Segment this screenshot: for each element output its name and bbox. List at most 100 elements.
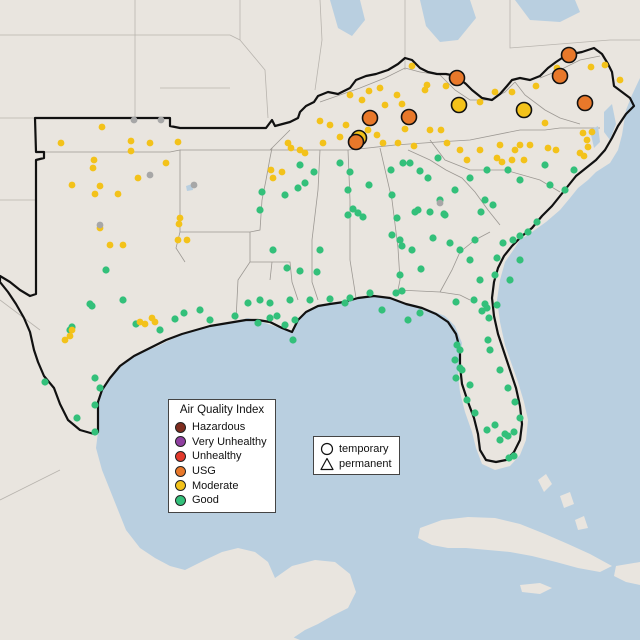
moderate-site-marker[interactable] bbox=[98, 123, 106, 131]
good-site-marker[interactable] bbox=[365, 181, 373, 189]
good-site-marker[interactable] bbox=[171, 315, 179, 323]
moderate-temporary-site-marker[interactable] bbox=[515, 101, 533, 119]
good-site-marker[interactable] bbox=[41, 378, 49, 386]
moderate-site-marker[interactable] bbox=[584, 143, 592, 151]
good-site-marker[interactable] bbox=[483, 304, 491, 312]
good-site-marker[interactable] bbox=[388, 191, 396, 199]
good-site-marker[interactable] bbox=[471, 236, 479, 244]
good-site-marker[interactable] bbox=[451, 356, 459, 364]
usg-temporary-site-marker[interactable] bbox=[551, 67, 569, 85]
good-site-marker[interactable] bbox=[301, 179, 309, 187]
good-site-marker[interactable] bbox=[510, 428, 518, 436]
good-site-marker[interactable] bbox=[336, 159, 344, 167]
good-site-marker[interactable] bbox=[316, 246, 324, 254]
usg-temporary-site-marker[interactable] bbox=[448, 69, 466, 87]
moderate-site-marker[interactable] bbox=[532, 82, 540, 90]
moderate-site-marker[interactable] bbox=[319, 139, 327, 147]
moderate-site-marker[interactable] bbox=[183, 236, 191, 244]
good-site-marker[interactable] bbox=[466, 381, 474, 389]
good-site-marker[interactable] bbox=[359, 213, 367, 221]
good-site-marker[interactable] bbox=[156, 326, 164, 334]
good-site-marker[interactable] bbox=[481, 196, 489, 204]
good-site-marker[interactable] bbox=[326, 295, 334, 303]
good-site-marker[interactable] bbox=[393, 214, 401, 222]
good-site-marker[interactable] bbox=[561, 186, 569, 194]
moderate-site-marker[interactable] bbox=[398, 100, 406, 108]
usg-temporary-site-marker[interactable] bbox=[400, 108, 418, 126]
moderate-site-marker[interactable] bbox=[443, 139, 451, 147]
moderate-site-marker[interactable] bbox=[541, 119, 549, 127]
good-site-marker[interactable] bbox=[504, 384, 512, 392]
moderate-site-marker[interactable] bbox=[68, 181, 76, 189]
good-site-marker[interactable] bbox=[306, 296, 314, 304]
good-site-marker[interactable] bbox=[416, 309, 424, 317]
moderate-site-marker[interactable] bbox=[301, 149, 309, 157]
moderate-site-marker[interactable] bbox=[601, 61, 609, 69]
usg-temporary-site-marker[interactable] bbox=[560, 46, 578, 64]
good-site-marker[interactable] bbox=[296, 161, 304, 169]
moderate-site-marker[interactable] bbox=[579, 129, 587, 137]
moderate-site-marker[interactable] bbox=[381, 101, 389, 109]
good-site-marker[interactable] bbox=[91, 374, 99, 382]
good-site-marker[interactable] bbox=[516, 414, 524, 422]
good-site-marker[interactable] bbox=[281, 191, 289, 199]
good-site-marker[interactable] bbox=[404, 316, 412, 324]
good-site-marker[interactable] bbox=[266, 314, 274, 322]
moderate-site-marker[interactable] bbox=[141, 320, 149, 328]
good-site-marker[interactable] bbox=[493, 254, 501, 262]
moderate-site-marker[interactable] bbox=[342, 121, 350, 129]
good-site-marker[interactable] bbox=[341, 299, 349, 307]
good-site-marker[interactable] bbox=[206, 316, 214, 324]
good-site-marker[interactable] bbox=[458, 366, 466, 374]
moderate-site-marker[interactable] bbox=[269, 174, 277, 182]
nodata-site-marker[interactable] bbox=[157, 116, 165, 124]
good-site-marker[interactable] bbox=[254, 319, 262, 327]
moderate-site-marker[interactable] bbox=[175, 220, 183, 228]
moderate-site-marker[interactable] bbox=[493, 154, 501, 162]
moderate-site-marker[interactable] bbox=[393, 91, 401, 99]
moderate-site-marker[interactable] bbox=[91, 190, 99, 198]
good-site-marker[interactable] bbox=[496, 366, 504, 374]
good-site-marker[interactable] bbox=[378, 306, 386, 314]
good-site-marker[interactable] bbox=[509, 236, 517, 244]
good-site-marker[interactable] bbox=[281, 321, 289, 329]
good-site-marker[interactable] bbox=[310, 168, 318, 176]
good-site-marker[interactable] bbox=[399, 159, 407, 167]
good-site-marker[interactable] bbox=[516, 176, 524, 184]
good-site-marker[interactable] bbox=[496, 436, 504, 444]
good-site-marker[interactable] bbox=[231, 312, 239, 320]
good-site-marker[interactable] bbox=[541, 161, 549, 169]
good-site-marker[interactable] bbox=[476, 276, 484, 284]
moderate-site-marker[interactable] bbox=[364, 126, 372, 134]
moderate-site-marker[interactable] bbox=[127, 147, 135, 155]
moderate-site-marker[interactable] bbox=[379, 139, 387, 147]
moderate-site-marker[interactable] bbox=[134, 174, 142, 182]
moderate-site-marker[interactable] bbox=[284, 139, 292, 147]
good-site-marker[interactable] bbox=[396, 236, 404, 244]
moderate-site-marker[interactable] bbox=[498, 158, 506, 166]
good-site-marker[interactable] bbox=[516, 256, 524, 264]
good-site-marker[interactable] bbox=[463, 396, 471, 404]
good-site-marker[interactable] bbox=[366, 289, 374, 297]
moderate-site-marker[interactable] bbox=[146, 139, 154, 147]
good-site-marker[interactable] bbox=[417, 265, 425, 273]
good-site-marker[interactable] bbox=[408, 246, 416, 254]
moderate-site-marker[interactable] bbox=[423, 81, 431, 89]
moderate-site-marker[interactable] bbox=[119, 241, 127, 249]
good-site-marker[interactable] bbox=[266, 299, 274, 307]
good-site-marker[interactable] bbox=[296, 267, 304, 275]
good-site-marker[interactable] bbox=[470, 296, 478, 304]
good-site-marker[interactable] bbox=[273, 312, 281, 320]
moderate-site-marker[interactable] bbox=[96, 182, 104, 190]
moderate-site-marker[interactable] bbox=[336, 133, 344, 141]
moderate-site-marker[interactable] bbox=[373, 131, 381, 139]
moderate-site-marker[interactable] bbox=[442, 82, 450, 90]
moderate-site-marker[interactable] bbox=[526, 141, 534, 149]
good-site-marker[interactable] bbox=[256, 296, 264, 304]
moderate-site-marker[interactable] bbox=[437, 126, 445, 134]
nodata-site-marker[interactable] bbox=[130, 116, 138, 124]
moderate-site-marker[interactable] bbox=[68, 326, 76, 334]
moderate-site-marker[interactable] bbox=[496, 141, 504, 149]
good-site-marker[interactable] bbox=[96, 384, 104, 392]
good-site-marker[interactable] bbox=[354, 209, 362, 217]
